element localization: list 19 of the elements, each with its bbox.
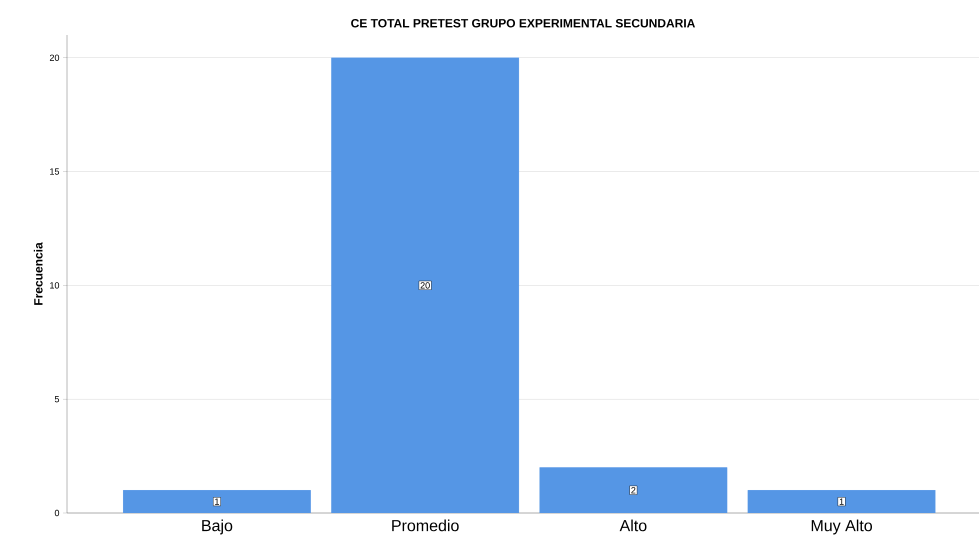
data-label: 1 — [215, 498, 219, 505]
y-tick-label: 5 — [54, 396, 60, 402]
y-tick-label: 0 — [54, 510, 60, 516]
y-tick-label: 20 — [50, 54, 60, 61]
y-axis-title: Frecuencia — [34, 242, 43, 305]
y-tick-label: 15 — [50, 168, 60, 175]
bar — [331, 58, 520, 513]
bar — [539, 467, 728, 513]
data-label: 2 — [631, 487, 636, 494]
chart-title: CE TOTAL PRETEST GRUPO EXPERIMENTAL SECUNDARIA — [351, 18, 696, 28]
x-tick-label: Muy Alto — [812, 520, 872, 534]
bar — [123, 490, 311, 513]
data-label: 1 — [840, 498, 844, 505]
y-tick-label: 10 — [50, 282, 60, 289]
x-tick-label: Promedio — [392, 520, 459, 532]
data-label: 20 — [420, 282, 430, 289]
x-tick-label: Alto — [620, 520, 646, 532]
bar — [748, 490, 936, 513]
x-tick-label: Bajo — [202, 520, 232, 534]
